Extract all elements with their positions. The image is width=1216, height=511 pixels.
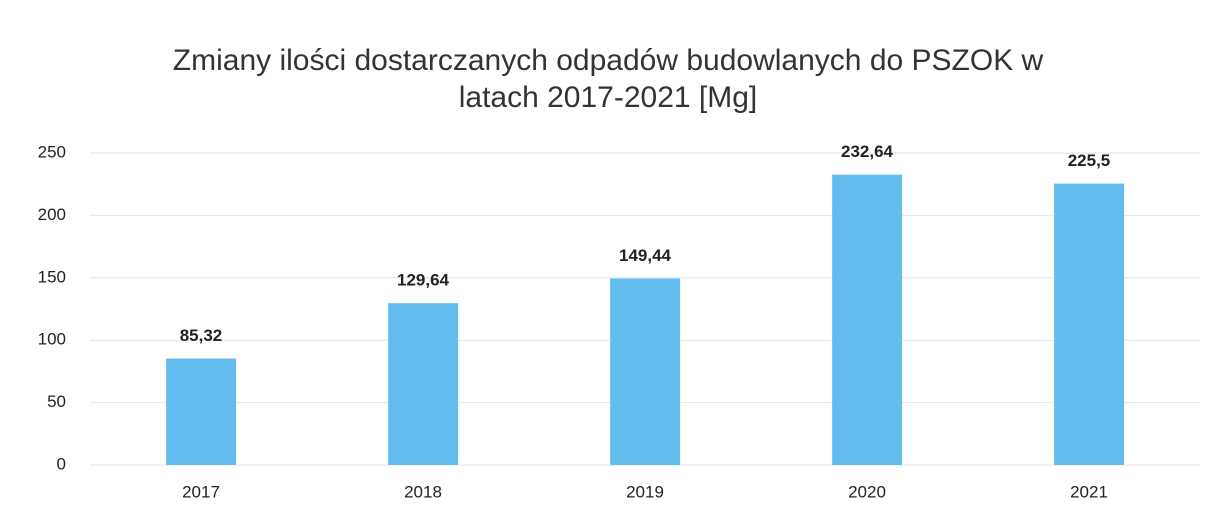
x-tick-label: 2021 <box>1070 482 1108 501</box>
bar <box>166 358 237 465</box>
chart-title: Zmiany ilości dostarczanych odpadów budo… <box>172 44 1044 114</box>
bar <box>832 174 903 465</box>
x-tick-label: 2017 <box>182 482 220 501</box>
y-tick-label: 200 <box>38 205 66 224</box>
value-label: 232,64 <box>841 142 894 161</box>
y-tick-label: 150 <box>38 267 66 286</box>
value-label: 85,32 <box>180 326 223 345</box>
y-tick-label: 250 <box>38 142 66 161</box>
x-tick-label: 2019 <box>626 482 664 501</box>
value-label: 149,44 <box>619 246 672 265</box>
y-tick-label: 0 <box>57 454 66 473</box>
bar <box>1054 183 1125 466</box>
value-label: 129,64 <box>397 271 450 290</box>
bar <box>388 303 459 465</box>
y-tick-label: 100 <box>38 330 66 349</box>
bar <box>610 278 681 465</box>
x-tick-label: 2018 <box>404 482 442 501</box>
x-tick-label: 2020 <box>848 482 886 501</box>
y-tick-label: 50 <box>47 392 66 411</box>
value-label: 225,5 <box>1068 151 1111 170</box>
